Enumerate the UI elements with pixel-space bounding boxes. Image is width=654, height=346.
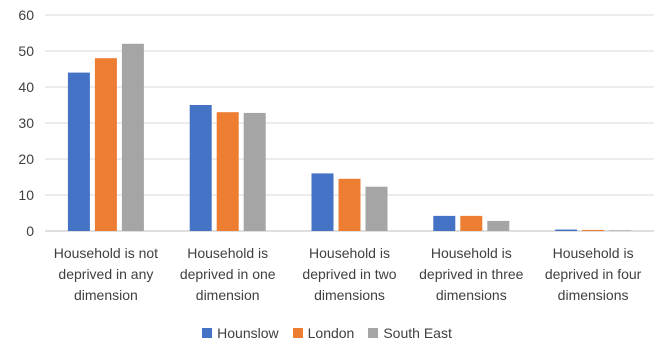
legend-item: South East <box>368 325 452 341</box>
x-category-label: Household is deprived in two dimensions <box>302 245 396 303</box>
x-category-label-line: deprived in three <box>419 266 524 282</box>
bar-london <box>94 58 117 232</box>
legend: Hounslow London South East <box>0 325 654 341</box>
x-category-label-line: deprived in one <box>180 266 276 282</box>
x-category-label: Household is deprived in one dimension <box>180 245 276 303</box>
bar-london <box>216 112 239 231</box>
x-category-label: Household is not deprived in any dimension <box>54 245 158 303</box>
x-category-label: Household is deprived in three dimensions <box>419 245 524 303</box>
x-axis: Household is not deprived in any dimension… <box>54 245 642 303</box>
x-category-label-line: dimensions <box>314 287 385 303</box>
x-category-label-line: deprived in any <box>58 266 153 282</box>
legend-swatch <box>292 328 303 338</box>
bar-hounslow <box>311 173 334 231</box>
y-tick-label: 10 <box>18 187 34 203</box>
x-category-label-line: dimension <box>196 287 260 303</box>
y-tick-label: 60 <box>18 7 34 23</box>
x-category-label-line: Household is <box>187 245 268 261</box>
x-category-label-line: dimension <box>74 287 138 303</box>
legend-label: London <box>307 325 355 341</box>
bar-south-east <box>365 186 388 231</box>
legend-label: South East <box>383 325 452 341</box>
bar-south-east <box>487 220 510 231</box>
x-category-label-line: Household is <box>309 245 390 261</box>
x-category-label-line: deprived in four <box>545 266 642 282</box>
y-tick-label: 40 <box>18 79 34 95</box>
y-tick-label: 20 <box>18 151 34 167</box>
legend-label: Hounslow <box>217 325 279 341</box>
legend-item: Hounslow <box>202 325 279 341</box>
y-axis: 0 10 20 30 40 50 60 <box>18 7 34 239</box>
x-category-label-line: Household is <box>431 245 512 261</box>
bar-london <box>460 215 483 231</box>
legend-swatch <box>368 328 379 338</box>
x-category-label-line: dimensions <box>436 287 507 303</box>
y-tick-label: 30 <box>18 115 34 131</box>
bar-hounslow <box>189 105 212 231</box>
y-tick-label: 0 <box>26 223 34 239</box>
gridlines <box>45 14 654 232</box>
bar-london <box>582 229 605 231</box>
bars <box>67 43 632 232</box>
x-category-label: Household is deprived in four dimensions <box>545 245 642 303</box>
bar-south-east <box>243 112 266 231</box>
y-tick-label: 50 <box>18 43 34 59</box>
x-category-label-line: Household is not <box>54 245 158 261</box>
bar-hounslow <box>67 72 90 231</box>
x-category-label-line: Household is <box>553 245 634 261</box>
x-category-label-line: dimensions <box>558 287 629 303</box>
legend-swatch <box>202 328 213 338</box>
x-category-label-line: deprived in two <box>302 266 396 282</box>
bar-south-east <box>609 230 632 231</box>
legend-item: London <box>292 325 355 341</box>
bar-london <box>338 178 361 231</box>
bar-hounslow <box>433 215 456 231</box>
bar-south-east <box>121 43 144 231</box>
bar-hounslow <box>555 229 578 231</box>
